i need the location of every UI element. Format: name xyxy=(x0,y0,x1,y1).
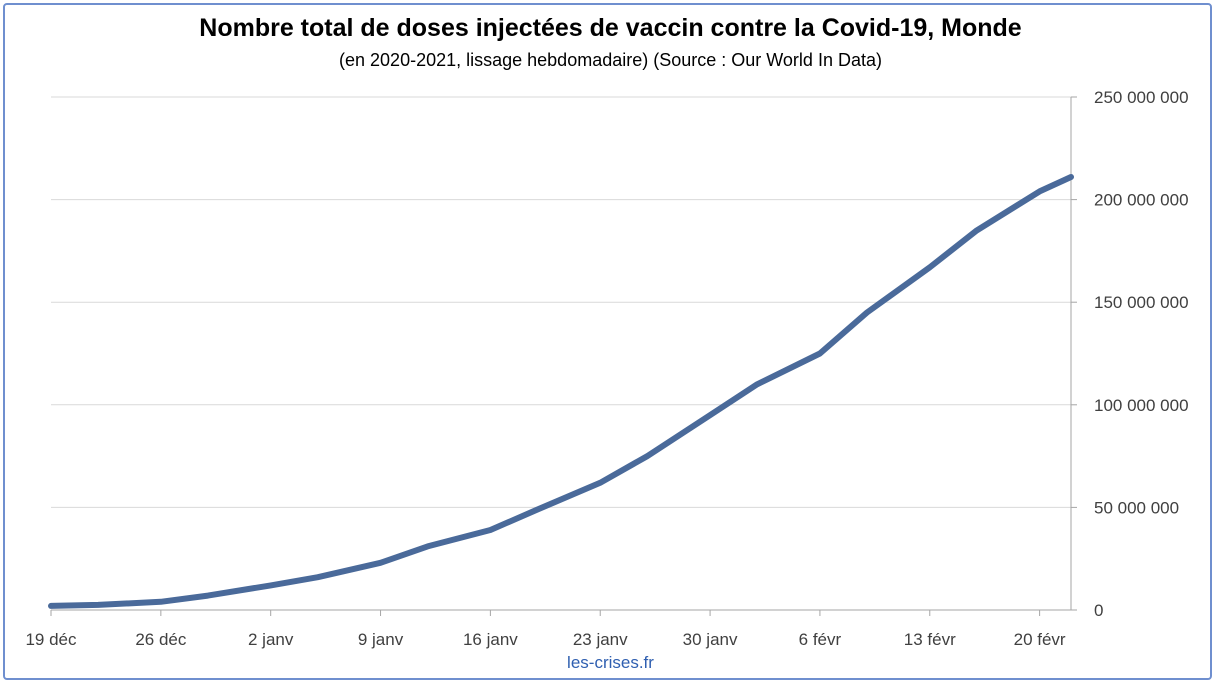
y-axis-ticks: 0 50 000 000 100 000 000 150 000 000 200 000… xyxy=(1094,88,1189,620)
y-tick-label: 100 000 000 xyxy=(1094,396,1189,415)
source-label: les-crises.fr xyxy=(567,653,654,672)
y-tick-label: 250 000 000 xyxy=(1094,88,1189,107)
x-tick-label: 16 janv xyxy=(463,630,518,649)
series-layer xyxy=(48,174,1074,609)
x-tick-label: 13 févr xyxy=(904,630,956,649)
chart-subtitle: (en 2020-2021, lissage hebdomadaire) (So… xyxy=(339,50,882,70)
chart-frame xyxy=(3,3,1212,680)
x-tick-label: 2 janv xyxy=(248,630,294,649)
x-tick-label: 23 janv xyxy=(573,630,628,649)
series-line xyxy=(48,174,1074,609)
chart-title: Nombre total de doses injectées de vacci… xyxy=(199,14,1022,42)
x-tick-label: 30 janv xyxy=(683,630,738,649)
x-tick-label: 20 févr xyxy=(1014,630,1066,649)
x-axis-ticks: 19 déc 26 déc 2 janv 9 janv 16 janv 23 janv 30… xyxy=(25,630,1065,649)
x-tick-label: 9 janv xyxy=(358,630,404,649)
y-tick-label: 200 000 000 xyxy=(1094,191,1189,210)
y-tick-label: 50 000 000 xyxy=(1094,498,1179,517)
gridlines xyxy=(51,96,1071,508)
x-tick-label: 19 déc xyxy=(25,630,77,649)
x-tick-label: 26 déc xyxy=(135,630,187,649)
y-tick-label: 0 xyxy=(1094,601,1103,620)
x-tick-label: 6 févr xyxy=(799,630,842,649)
y-tick-label: 150 000 000 xyxy=(1094,293,1189,312)
axes xyxy=(50,96,1077,616)
